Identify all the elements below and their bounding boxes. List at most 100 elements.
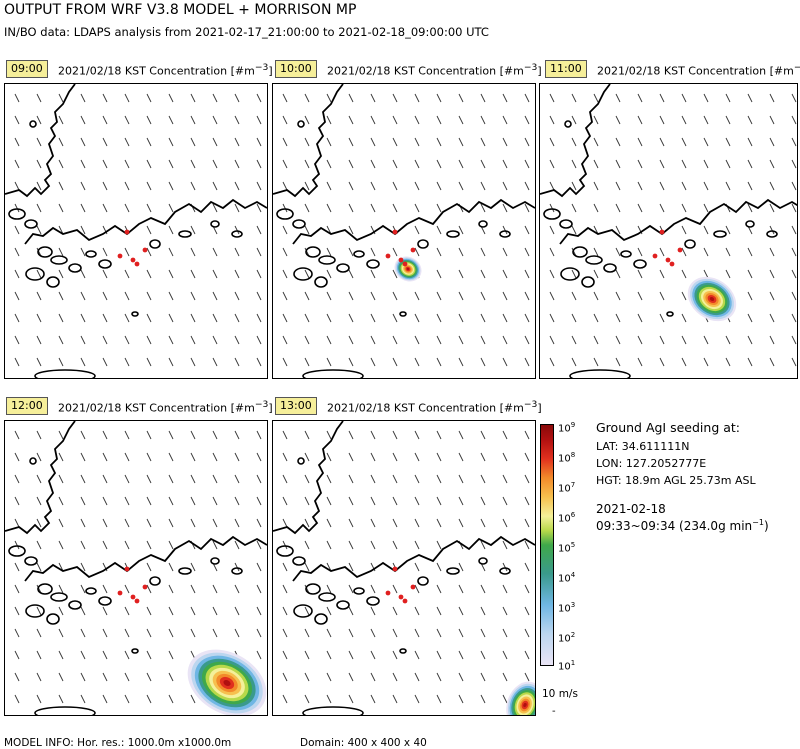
wind-arrow xyxy=(102,335,108,345)
wind-arrow xyxy=(370,650,376,660)
island xyxy=(297,457,305,465)
wind-arrow xyxy=(80,430,86,440)
wind-arrow xyxy=(234,518,240,528)
wind-arrow xyxy=(80,694,86,704)
wind-arrow xyxy=(58,335,64,345)
wind-arrow xyxy=(146,694,152,704)
wind-arrow xyxy=(326,430,332,440)
wind-arrow xyxy=(414,430,420,440)
wind-arrow xyxy=(282,115,288,125)
wind-arrow xyxy=(593,269,599,279)
wind-arrow xyxy=(502,93,508,103)
wind-arrow xyxy=(168,247,174,257)
wind-arrow xyxy=(36,452,42,462)
wind-arrow xyxy=(14,474,20,484)
wind-arrow xyxy=(212,313,218,323)
wind-arrow xyxy=(502,203,508,213)
wind-arrow xyxy=(725,137,731,147)
wind-arrow xyxy=(348,115,354,125)
wind-arrow xyxy=(502,628,508,638)
wind-arrow xyxy=(458,335,464,345)
wind-arrow xyxy=(168,335,174,345)
wind-arrow xyxy=(681,93,687,103)
wind-arrow xyxy=(769,269,775,279)
wind-arrow xyxy=(703,93,709,103)
wind-arrow xyxy=(458,247,464,257)
island xyxy=(314,613,328,625)
wind-arrow xyxy=(458,291,464,301)
island xyxy=(29,120,37,128)
map-canvas xyxy=(5,84,267,378)
map-canvas xyxy=(273,84,535,378)
station-marker xyxy=(410,584,416,590)
wind-arrow xyxy=(168,291,174,301)
wind-arrow xyxy=(304,115,310,125)
wind-arrow xyxy=(659,115,665,125)
wind-arrow xyxy=(703,357,709,367)
wind-arrow xyxy=(36,628,42,638)
wind-arrow xyxy=(124,203,130,213)
wind-arrow xyxy=(190,313,196,323)
wind-arrow xyxy=(549,357,555,367)
wind-arrow xyxy=(304,672,310,682)
station-marker xyxy=(134,598,140,604)
wind-arrow xyxy=(146,430,152,440)
wind-arrow xyxy=(549,159,555,169)
wind-arrow xyxy=(348,606,354,616)
wind-arrow xyxy=(304,159,310,169)
wind-arrow xyxy=(304,225,310,235)
wind-arrow xyxy=(480,313,486,323)
wind-arrow xyxy=(414,452,420,462)
wind-arrow xyxy=(190,518,196,528)
wind-arrow xyxy=(392,474,398,484)
wind-arrow xyxy=(480,357,486,367)
wind-arrow xyxy=(637,335,643,345)
wind-arrow xyxy=(102,474,108,484)
wind-arrow xyxy=(615,115,621,125)
wind-arrow xyxy=(282,606,288,616)
wind-arrow xyxy=(681,181,687,191)
wind-arrow xyxy=(146,115,152,125)
station-marker xyxy=(124,229,130,235)
wind-arrow xyxy=(458,430,464,440)
concentration-plume xyxy=(394,256,422,282)
island xyxy=(318,592,336,602)
colorbar-tick: 107 xyxy=(558,481,576,495)
wind-arrow xyxy=(549,269,555,279)
map-canvas xyxy=(5,421,267,715)
wind-arrow xyxy=(791,93,797,103)
wind-arrow xyxy=(190,159,196,169)
wind-arrow xyxy=(791,335,797,345)
wind-arrow xyxy=(370,672,376,682)
wind-arrow xyxy=(80,628,86,638)
wind-arrow xyxy=(80,474,86,484)
wind-arrow xyxy=(212,357,218,367)
wind-arrow xyxy=(502,562,508,572)
wind-arrow xyxy=(14,159,20,169)
island xyxy=(713,230,727,238)
wind-arrow xyxy=(524,650,530,660)
wind-arrow xyxy=(256,291,262,301)
wind-arrow xyxy=(480,181,486,191)
wind-arrow xyxy=(146,606,152,616)
station-marker xyxy=(669,261,675,267)
island xyxy=(98,259,112,269)
wind-arrow xyxy=(14,247,20,257)
wind-arrow xyxy=(36,335,42,345)
station-marker xyxy=(385,590,391,596)
wind-arrow xyxy=(256,650,262,660)
wind-arrow xyxy=(326,291,332,301)
wind-arrow xyxy=(436,181,442,191)
wind-arrow xyxy=(58,540,64,550)
island xyxy=(399,311,407,317)
island xyxy=(276,208,294,220)
wind-arrow xyxy=(58,137,64,147)
wind-arrow xyxy=(524,137,530,147)
wind-arrow xyxy=(480,584,486,594)
wind-arrow xyxy=(304,584,310,594)
wind-arrow xyxy=(348,452,354,462)
wind-arrow xyxy=(282,518,288,528)
wind-arrow xyxy=(256,313,262,323)
wind-arrow xyxy=(102,518,108,528)
wind-arrow xyxy=(256,159,262,169)
